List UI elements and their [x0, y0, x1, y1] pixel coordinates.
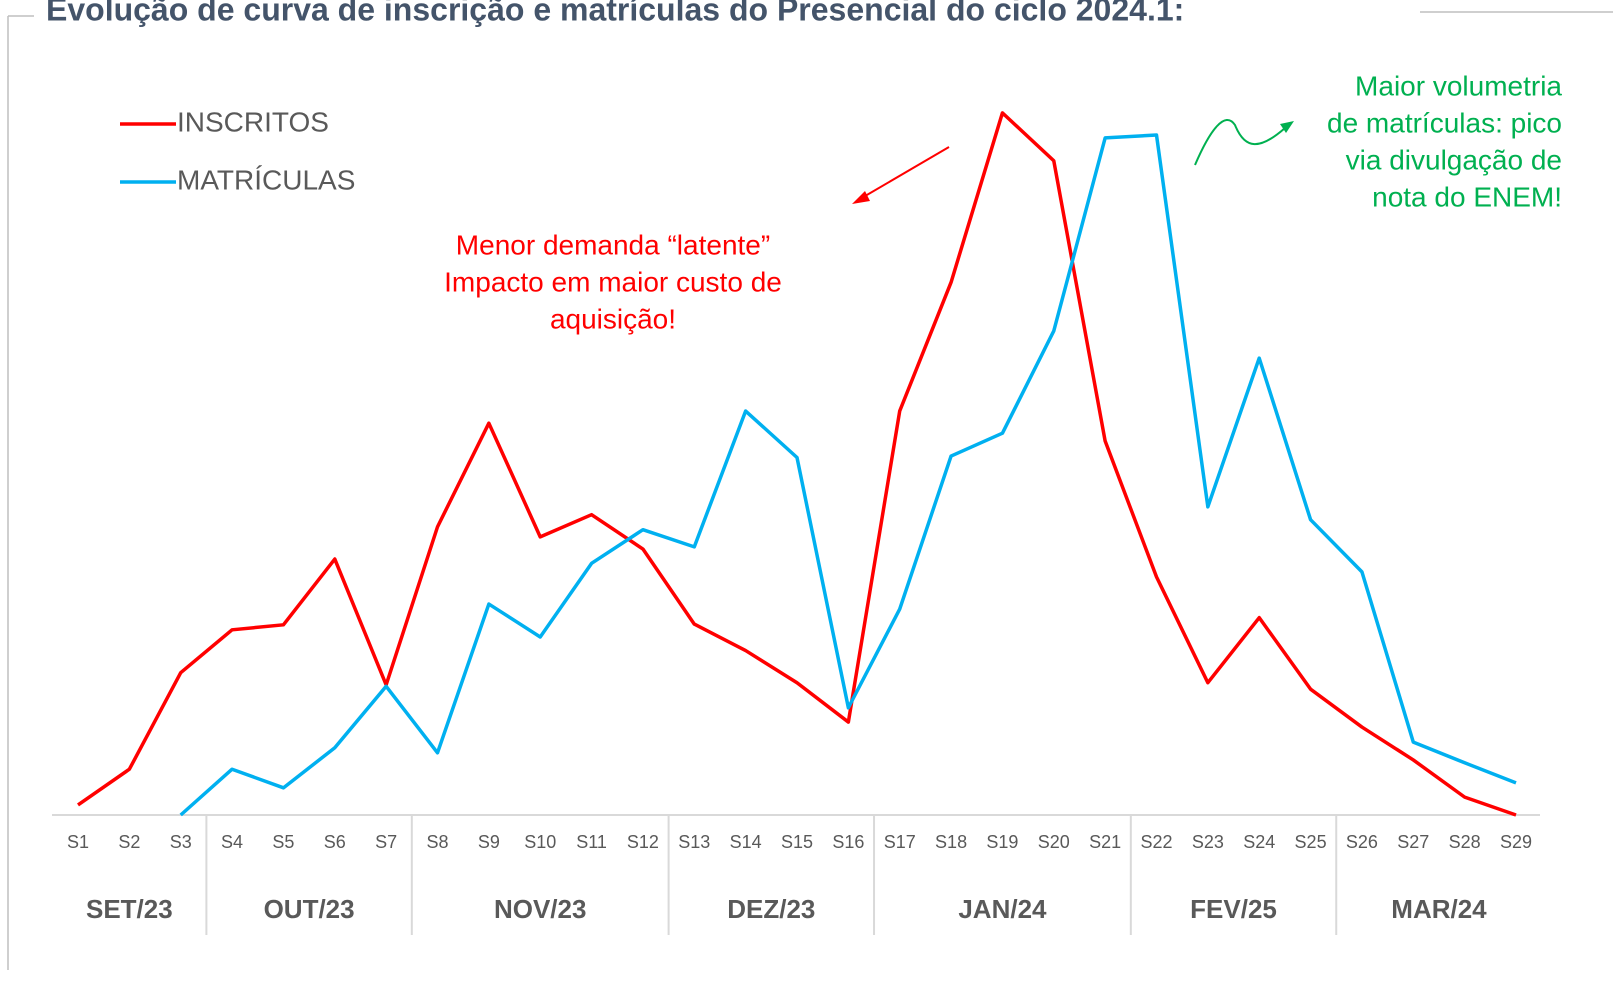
group-label: NOV/23: [494, 894, 587, 924]
x-tick-label: S20: [1038, 832, 1070, 852]
x-tick-label: S25: [1295, 832, 1327, 852]
annotation: de matrículas: pico: [1327, 107, 1562, 138]
x-tick-label: S4: [221, 832, 243, 852]
group-label: JAN/24: [958, 894, 1047, 924]
x-tick-label: S21: [1089, 832, 1121, 852]
x-tick-label: S2: [118, 832, 140, 852]
x-tick-label: S29: [1500, 832, 1532, 852]
series-line: [77, 111, 1517, 817]
annotation: via divulgação de: [1346, 144, 1562, 175]
x-tick-label: S15: [781, 832, 813, 852]
group-label: FEV/25: [1190, 894, 1277, 924]
x-tick-label: S13: [678, 832, 710, 852]
x-tick-label: S9: [478, 832, 500, 852]
x-tick-label: S6: [324, 832, 346, 852]
annotation: Menor demanda “latente”: [456, 229, 770, 260]
annotation-arrowhead: [1280, 121, 1294, 133]
x-tick-label: S5: [272, 832, 294, 852]
legend-label: MATRÍCULAS: [177, 164, 355, 195]
annotation: Impacto em maior custo de: [444, 266, 782, 297]
x-tick-label: S14: [730, 832, 762, 852]
annotation-arrow: [1194, 119, 1286, 166]
annotation: aquisição!: [550, 303, 676, 334]
x-tick-label: S23: [1192, 832, 1224, 852]
legend-label: INSCRITOS: [177, 106, 329, 137]
x-tick-label: S12: [627, 832, 659, 852]
x-tick-label: S27: [1397, 832, 1429, 852]
annotation: Maior volumetria: [1355, 70, 1562, 101]
group-label: OUT/23: [264, 894, 355, 924]
annotation-arrow: [859, 146, 950, 200]
x-tick-label: S11: [576, 832, 607, 852]
x-tick-label: S28: [1449, 832, 1481, 852]
x-tick-label: S19: [986, 832, 1018, 852]
annotation-arrowhead: [852, 191, 870, 204]
chart-title: Evolução de curva de inscrição e matrícu…: [46, 0, 1184, 27]
x-tick-label: S3: [170, 832, 192, 852]
annotation: nota do ENEM!: [1372, 181, 1562, 212]
x-tick-label: S16: [832, 832, 864, 852]
group-label: MAR/24: [1391, 894, 1487, 924]
x-tick-label: S18: [935, 832, 967, 852]
x-tick-label: S10: [524, 832, 556, 852]
x-tick-label: S1: [67, 832, 89, 852]
x-tick-label: S24: [1243, 832, 1275, 852]
series-line: [179, 133, 1517, 817]
x-tick-label: S26: [1346, 832, 1378, 852]
group-label: SET/23: [86, 894, 173, 924]
x-tick-label: S8: [426, 832, 448, 852]
x-tick-label: S17: [884, 832, 916, 852]
x-tick-label: S7: [375, 832, 397, 852]
group-label: DEZ/23: [727, 894, 815, 924]
x-tick-label: S22: [1140, 832, 1172, 852]
